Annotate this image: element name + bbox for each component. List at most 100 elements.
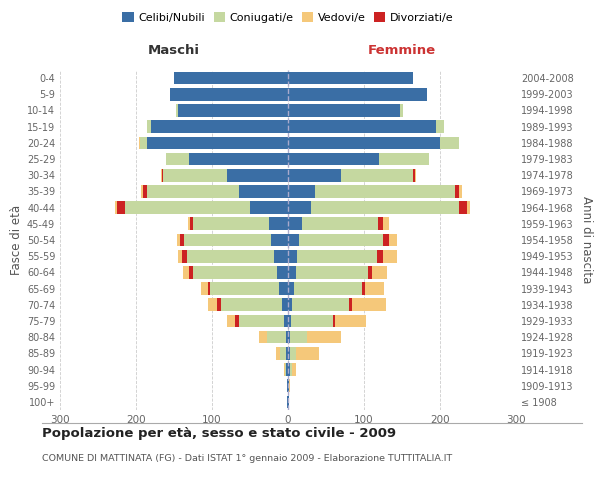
Bar <box>148 136 288 149</box>
Bar <box>285 363 286 376</box>
Bar <box>174 72 288 85</box>
Bar <box>163 169 227 181</box>
Bar <box>267 331 286 344</box>
Bar <box>162 169 163 181</box>
Bar <box>292 363 296 376</box>
Bar <box>176 104 178 117</box>
Bar <box>183 266 189 278</box>
Bar <box>288 380 289 392</box>
Bar <box>302 218 377 230</box>
Bar <box>161 169 162 181</box>
Bar <box>288 266 296 278</box>
Bar <box>296 347 319 360</box>
Bar <box>189 266 193 278</box>
Bar <box>288 396 289 408</box>
Bar <box>383 250 397 262</box>
Bar <box>292 298 349 311</box>
Bar <box>211 282 279 295</box>
Bar <box>188 218 190 230</box>
Bar <box>208 298 217 311</box>
Bar <box>187 250 274 262</box>
Bar <box>227 169 288 181</box>
Bar <box>440 136 459 149</box>
Bar <box>271 234 288 246</box>
Bar <box>288 282 294 295</box>
Bar <box>289 380 290 392</box>
Bar <box>148 120 151 133</box>
Bar <box>368 266 371 278</box>
Bar <box>383 218 389 230</box>
Bar <box>139 136 140 149</box>
Text: COMUNE DI MATTINATA (FG) - Dati ISTAT 1° gennaio 2009 - Elaborazione TUTTITALIA.: COMUNE DI MATTINATA (FG) - Dati ISTAT 1°… <box>42 454 452 463</box>
Bar <box>365 282 384 295</box>
Bar <box>190 218 193 230</box>
Bar <box>221 298 282 311</box>
Bar <box>142 185 143 198</box>
Bar <box>288 72 413 85</box>
Bar <box>459 185 462 198</box>
Bar <box>277 266 288 278</box>
Bar <box>178 250 182 262</box>
Bar <box>182 250 187 262</box>
Bar <box>288 185 314 198</box>
Bar <box>117 202 125 214</box>
Bar <box>288 169 341 181</box>
Bar <box>200 282 208 295</box>
Bar <box>151 120 288 133</box>
Bar <box>400 104 403 117</box>
Bar <box>274 250 288 262</box>
Bar <box>166 152 189 166</box>
Bar <box>288 104 400 117</box>
Bar <box>349 298 352 311</box>
Bar <box>377 218 383 230</box>
Bar <box>299 234 383 246</box>
Bar <box>115 202 117 214</box>
Y-axis label: Anni di nascita: Anni di nascita <box>580 196 593 284</box>
Bar <box>290 363 292 376</box>
Legend: Celibi/Nubili, Coniugati/e, Vedovi/e, Divorziati/e: Celibi/Nubili, Coniugati/e, Vedovi/e, Di… <box>118 8 458 28</box>
Bar <box>235 314 239 328</box>
Bar <box>288 218 302 230</box>
Bar <box>286 347 288 360</box>
Bar <box>180 234 184 246</box>
Bar <box>280 347 286 360</box>
Bar <box>217 298 221 311</box>
Bar <box>286 331 288 344</box>
Bar <box>379 152 428 166</box>
Bar <box>178 104 288 117</box>
Bar <box>288 88 427 101</box>
Bar <box>250 202 288 214</box>
Bar <box>143 185 148 198</box>
Bar <box>290 347 296 360</box>
Bar <box>148 185 239 198</box>
Bar <box>467 202 470 214</box>
Bar <box>371 266 387 278</box>
Bar <box>314 185 455 198</box>
Bar <box>170 88 288 101</box>
Bar <box>333 314 335 328</box>
Bar <box>459 202 467 214</box>
Bar <box>341 169 413 181</box>
Bar <box>335 314 365 328</box>
Bar <box>284 314 288 328</box>
Bar <box>311 202 459 214</box>
Bar <box>284 363 285 376</box>
Text: Maschi: Maschi <box>148 44 200 57</box>
Bar <box>413 169 415 181</box>
Bar <box>297 250 377 262</box>
Bar <box>291 314 333 328</box>
Bar <box>140 136 148 149</box>
Bar <box>239 314 284 328</box>
Bar <box>288 152 379 166</box>
Bar <box>208 282 211 295</box>
Bar <box>239 185 288 198</box>
Bar <box>352 298 386 311</box>
Bar <box>184 234 271 246</box>
Bar <box>415 169 416 181</box>
Bar <box>288 314 291 328</box>
Bar <box>193 266 277 278</box>
Bar <box>383 234 389 246</box>
Bar <box>125 202 250 214</box>
Bar <box>288 234 299 246</box>
Bar <box>279 282 288 295</box>
